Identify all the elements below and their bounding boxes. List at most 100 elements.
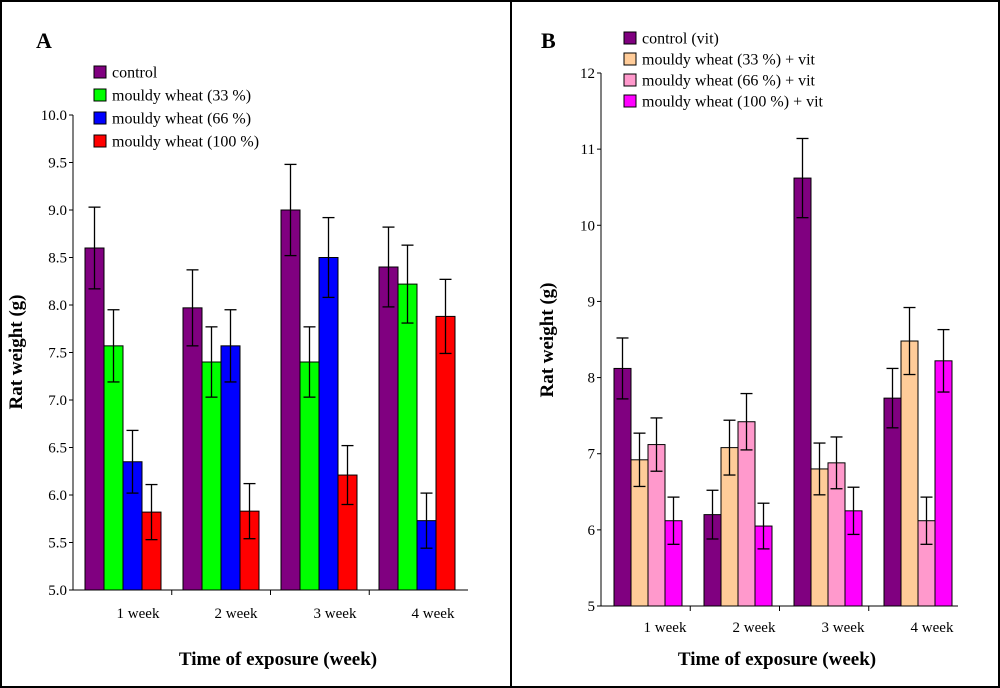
panel-a-y-tick-label: 9.0 xyxy=(48,203,67,219)
panel-b-x-axis-title: Time of exposure (week) xyxy=(678,649,876,670)
panel-a-bar xyxy=(318,257,339,591)
panel-a-y-tick-label: 8.5 xyxy=(48,251,67,267)
panel-b-legend-label: mouldy wheat (100 %) + vit xyxy=(642,94,824,111)
panel-a-error-bar xyxy=(322,216,335,299)
panel-b-error-bar xyxy=(667,496,680,545)
panel-a-label: A xyxy=(36,28,52,53)
panel-b-error-bar xyxy=(920,496,933,545)
panel-a-error-bars xyxy=(88,163,452,549)
panel-b-bar xyxy=(934,360,953,607)
panel-a-legend-item: mouldy wheat (66 %) xyxy=(93,111,251,128)
panel-a-error-bar xyxy=(126,429,139,494)
panel-a-y-tick-label: 7.5 xyxy=(48,346,67,362)
panel-b-x-tick-label: 2 week xyxy=(733,620,776,636)
panel-a-legend-swatch xyxy=(93,65,107,79)
panel-a-y-axis-title: Rat weight (g) xyxy=(6,294,27,409)
panel-b-y-tick-label: 10 xyxy=(580,218,595,234)
panel-b-y-tick-label: 11 xyxy=(581,142,595,158)
panel-b-error-bar xyxy=(757,502,770,550)
panel-b-legend-swatch xyxy=(623,52,637,66)
panel-b-legend-label: mouldy wheat (33 %) + vit xyxy=(642,52,816,69)
panel-b-legend-item: mouldy wheat (100 %) + vit xyxy=(623,94,824,111)
panel-a-bar xyxy=(84,247,105,591)
panel-b-error-bar xyxy=(740,392,753,451)
panel-a-legend-item: mouldy wheat (100 %) xyxy=(93,134,259,151)
panel-b-y-tick-label: 5 xyxy=(588,599,596,615)
panel-a-bar xyxy=(280,209,301,591)
panel-b-y-tick-label: 9 xyxy=(588,294,596,310)
panel-a-legend-label: mouldy wheat (33 %) xyxy=(112,88,251,105)
panel-b-error-bar xyxy=(796,137,809,219)
panel-a-error-bar xyxy=(284,163,297,257)
panel-a-legend-item: mouldy wheat (33 %) xyxy=(93,88,251,105)
panel-b-chart: B Rat weight (g) Time of exposure (week)… xyxy=(537,28,958,670)
panel-a-error-bar xyxy=(243,482,256,540)
panel-b-x-tick-label: 3 week xyxy=(822,620,865,636)
panel-a-error-bar xyxy=(382,226,395,308)
panel-b-legend: control (vit) mouldy wheat (33 %) + vit mo… xyxy=(623,31,824,111)
panel-b-legend-item: control (vit) xyxy=(623,31,719,48)
panel-a-legend-item: control xyxy=(93,65,158,82)
panel-b-legend-item: mouldy wheat (33 %) + vit xyxy=(623,52,816,69)
panel-a-x-tick-label: 4 week xyxy=(412,606,455,622)
panel-a-error-bar xyxy=(341,444,354,506)
panel-b-legend-label: mouldy wheat (66 %) + vit xyxy=(642,73,816,90)
panel-a-error-bar xyxy=(439,278,452,355)
panel-a-axes: 5.0 5.5 6.0 6.5 7.0 7.5 8.0 8.5 9.0 9.5 10.0 1 week… xyxy=(41,108,468,622)
panel-a-y-tick-label: 6.5 xyxy=(48,441,67,457)
panel-a-error-bar xyxy=(401,244,414,324)
panel-b-error-bar xyxy=(903,306,916,376)
panel-b-error-bar xyxy=(616,337,629,400)
panel-a-x-tick-label: 1 week xyxy=(117,606,160,622)
panel-b-bar xyxy=(793,177,812,607)
panel-b-axes: 5 6 7 8 9 10 11 12 1 week 2 week 3 week 4 week xyxy=(580,66,958,636)
panel-b-legend-swatch xyxy=(623,73,637,87)
panel-b-y-tick-label: 6 xyxy=(588,523,596,539)
panel-a-legend-label: mouldy wheat (100 %) xyxy=(112,134,259,151)
panel-a-y-tick-label: 10.0 xyxy=(41,108,67,124)
panel-a-error-bar xyxy=(145,483,158,541)
panel-b-y-tick-label: 8 xyxy=(588,371,596,387)
panel-a-bar xyxy=(435,315,456,591)
panel-a-x-axis-title: Time of exposure (week) xyxy=(179,649,377,670)
panel-a-legend-swatch xyxy=(93,88,107,102)
panel-a-legend-swatch xyxy=(93,134,107,148)
panel-b-y-tick-label: 12 xyxy=(580,66,595,82)
panel-b-y-axis-title: Rat weight (g) xyxy=(537,282,558,397)
panel-b-legend-item: mouldy wheat (66 %) + vit xyxy=(623,73,816,90)
panel-a-chart: A Rat weight (g) Time of exposure (week)… xyxy=(6,28,468,670)
panel-a-error-bar xyxy=(88,206,101,290)
panel-b-error-bars xyxy=(616,137,950,550)
panel-a-y-tick-label: 5.5 xyxy=(48,536,67,552)
panel-b-error-bar xyxy=(633,432,646,488)
panel-a-error-bar xyxy=(420,492,433,549)
panel-b-error-bar xyxy=(813,442,826,496)
panel-a-y-tick-label: 6.0 xyxy=(48,488,67,504)
panel-a-y-tick-label: 9.5 xyxy=(48,156,67,172)
panel-b-error-bar xyxy=(830,436,843,490)
panel-a-y-tick-label: 7.0 xyxy=(48,393,67,409)
panel-b-legend-swatch xyxy=(623,94,637,108)
panel-a-error-bar xyxy=(303,326,316,398)
panel-a-bars xyxy=(84,209,456,591)
panel-a-bar xyxy=(378,266,399,591)
panel-b-error-bar xyxy=(937,328,950,393)
panel-a-x-tick-label: 3 week xyxy=(314,606,357,622)
panel-a-error-bar xyxy=(107,309,120,383)
panel-a-y-tick-label: 8.0 xyxy=(48,298,67,314)
panel-a-error-bar xyxy=(224,309,237,383)
panel-a-legend-swatch xyxy=(93,111,107,125)
panel-b-error-bar xyxy=(650,417,663,472)
panel-b-y-tick-label: 7 xyxy=(588,447,596,463)
panel-b-bar xyxy=(900,340,919,607)
panel-b-x-tick-label: 1 week xyxy=(644,620,687,636)
panel-b-label: B xyxy=(541,28,556,53)
panel-b-error-bar xyxy=(723,419,736,476)
panel-b-legend-swatch xyxy=(623,31,637,45)
panel-a-bar xyxy=(182,307,203,591)
panel-b-legend-label: control (vit) xyxy=(642,31,719,48)
panel-a-legend: control mouldy wheat (33 %) mouldy wheat (… xyxy=(93,65,259,151)
panel-a-error-bar xyxy=(205,326,218,398)
panel-b-error-bar xyxy=(847,486,860,536)
